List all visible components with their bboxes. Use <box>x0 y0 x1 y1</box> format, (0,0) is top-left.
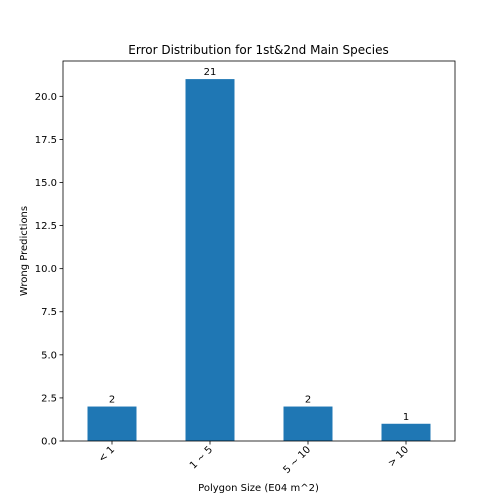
y-tick-label: 15.0 <box>35 178 57 189</box>
y-tick-label: 17.5 <box>35 135 57 146</box>
bar-value-label: 2 <box>305 395 311 406</box>
bar <box>185 79 235 441</box>
x-tick-label: 1 ~ 5 <box>188 444 215 471</box>
x-tick-label: > 10 <box>386 444 411 469</box>
axes-frame <box>62 60 456 442</box>
y-tick-label: 2.5 <box>41 393 57 404</box>
x-tick-label: < 1 <box>97 444 117 464</box>
y-axis-label: Wrong Predictions <box>19 206 30 296</box>
y-tick-label: 7.5 <box>41 307 57 318</box>
bar <box>87 406 137 441</box>
y-tick-label: 5.0 <box>41 350 57 361</box>
bar <box>283 406 333 441</box>
x-tick-label: 5 ~ 10 <box>281 444 313 476</box>
y-tick-label: 0.0 <box>41 437 57 448</box>
bar-value-label: 2 <box>109 395 115 406</box>
x-axis-label: Polygon Size (E04 m^2) <box>198 483 319 494</box>
chart-title: Error Distribution for 1st&2nd Main Spec… <box>128 43 388 57</box>
bar <box>381 423 431 441</box>
y-tick-label: 12.5 <box>35 221 57 232</box>
bar-value-label: 21 <box>204 67 217 78</box>
y-tick-label: 20.0 <box>35 92 57 103</box>
y-tick-label: 10.0 <box>35 264 57 275</box>
bar-value-label: 1 <box>403 412 409 423</box>
